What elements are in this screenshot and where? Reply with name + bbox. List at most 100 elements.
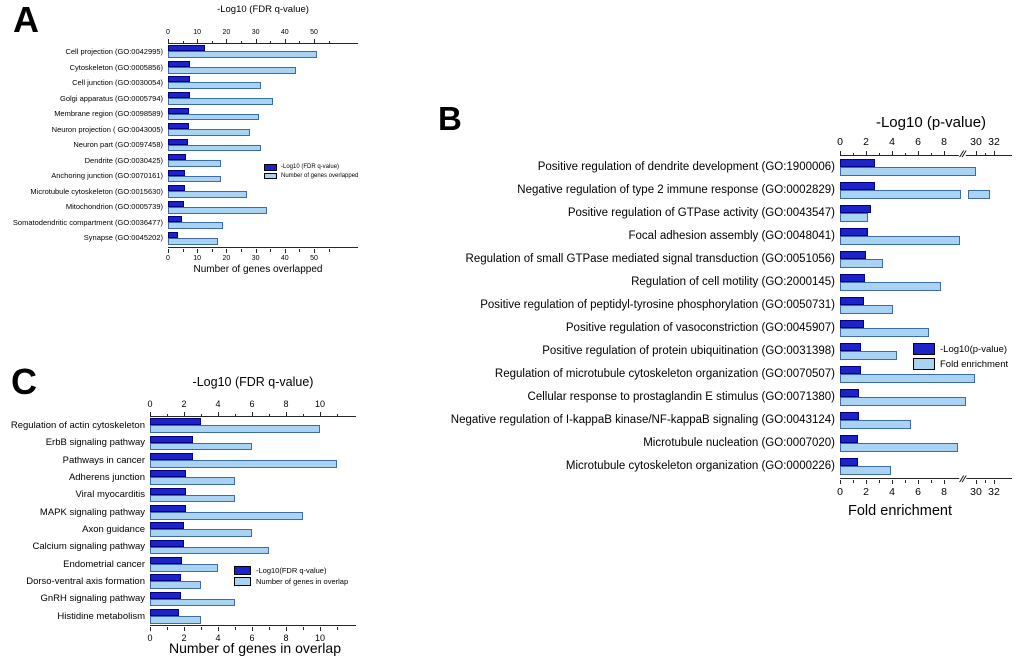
legend-item: -Log10 (FDR q-value) <box>264 164 358 171</box>
bar-light-series <box>840 236 960 246</box>
axis-tick <box>944 151 945 155</box>
category-label: Regulation of microtubule cytoskeleton o… <box>494 368 835 380</box>
axis-tick-label: 8 <box>941 136 947 148</box>
category-label: Positive regulation of vasoconstriction … <box>565 322 835 334</box>
bar-dark-series <box>150 487 186 495</box>
legend-label: -Log10(FDR q-value) <box>256 566 327 575</box>
axis-tick-label: 6 <box>249 633 255 643</box>
axis-tick <box>320 412 321 416</box>
bar-light-series <box>150 616 201 624</box>
bar-light-series <box>168 97 274 105</box>
legend-swatch-light <box>234 577 251 586</box>
axis-tick-label: 6 <box>915 486 921 498</box>
category-label: Positive regulation of dendrite developm… <box>537 161 835 173</box>
chart-row: Dorso-ventral axis formation <box>26 573 390 590</box>
chart-row: Pathways in cancer <box>63 452 390 469</box>
axis-minor-tick <box>270 249 272 252</box>
chart-row: Cell projection (GO:0042995) <box>65 44 418 60</box>
chart-row: Adherens junction <box>69 469 390 486</box>
bar-dark-series <box>150 539 184 547</box>
bar-dark-series <box>150 418 201 426</box>
category-label: ErbB signaling pathway <box>45 437 145 449</box>
axis-minor-tick <box>328 249 330 252</box>
axis-tick-label: 0 <box>166 29 170 36</box>
axis-minor-tick <box>201 413 202 416</box>
legend-item: Number of genes in overlap <box>234 577 348 586</box>
chart-row: Histidine metabolism <box>57 608 390 625</box>
axis-tick-label: 2 <box>863 486 869 498</box>
axis-tick-label: 0 <box>166 255 170 262</box>
axis-tick <box>918 151 919 155</box>
chart-row: Somatodendritic compartment (GO:0036477) <box>13 215 418 231</box>
axis-minor-tick <box>235 627 236 630</box>
category-label: Somatodendritic compartment (GO:0036477) <box>12 217 163 227</box>
category-label: Neuron part (GO:0097458) <box>73 140 163 150</box>
panel-c-legend: -Log10(FDR q-value) Number of genes in o… <box>234 566 348 588</box>
axis-tick <box>226 39 228 43</box>
axis-tick-label: 0 <box>147 633 153 643</box>
bar-dark-series <box>168 91 190 98</box>
axis-minor-tick <box>337 627 338 630</box>
bar-dark-series <box>840 158 875 168</box>
panel-c-plot-area: Regulation of actin cytoskeleton ErbB sig… <box>11 417 390 625</box>
panel-a-top-axis: 0 10 20 30 40 50 <box>166 29 358 44</box>
axis-tick-label: 2 <box>863 136 869 148</box>
bar-dark-series <box>150 470 186 478</box>
legend-swatch-dark <box>913 343 935 355</box>
bar-dark-series <box>168 231 178 238</box>
bar-dark-series <box>168 169 185 176</box>
bar-dark-series <box>150 435 193 443</box>
category-label: GnRH signaling pathway <box>40 593 145 605</box>
axis-tick-label: 2 <box>181 633 187 643</box>
axis-tick <box>284 249 286 253</box>
chart-row: MAPK signaling pathway <box>40 504 390 521</box>
bar-light-series <box>840 305 893 315</box>
legend-swatch-light <box>913 358 935 370</box>
axis-minor-tick <box>905 480 906 483</box>
axis-tick <box>184 627 185 631</box>
bar-light-series <box>840 282 942 292</box>
axis-minor-tick <box>303 413 304 416</box>
axis-tick-label: 20 <box>222 255 231 262</box>
bar-light-series <box>150 598 235 607</box>
panel-c-xaxis-label: Number of genes in overlap <box>169 640 341 656</box>
axis-tick <box>314 249 315 253</box>
axis-tick <box>286 627 287 631</box>
bar-light-series <box>168 113 259 121</box>
panel-a-xaxis-label: Number of genes overlapped <box>193 264 323 275</box>
chart-row: Microtubule cytoskeleton (GO:0015630) <box>30 184 418 200</box>
axis-tick-label: 30 <box>970 486 982 498</box>
axis-minor-tick <box>985 152 986 155</box>
bar-light-series <box>168 222 224 230</box>
chart-row: Membrane region (GO:0098589) <box>54 106 418 122</box>
category-label: Dendrite (GO:0030425) <box>84 155 163 165</box>
chart-row: Anchoring junction (GO:0070161) <box>51 168 418 184</box>
bar-light-series <box>150 546 269 555</box>
axis-tick <box>226 249 228 253</box>
legend-item: -Log10(FDR q-value) <box>234 566 348 575</box>
bar-light-series <box>150 442 252 451</box>
axis-tick <box>976 151 977 155</box>
category-label: Neuron projection ( GO:0043005) <box>51 124 163 134</box>
axis-tick <box>840 480 841 484</box>
category-label: Calcium signaling pathway <box>32 541 145 553</box>
bar-dark-series <box>168 138 188 145</box>
bar-light-series <box>168 175 221 183</box>
axis-tick-label: 2 <box>181 399 187 409</box>
axis-minor-tick <box>299 40 301 43</box>
axis-minor-tick <box>235 413 236 416</box>
axis-tick <box>892 480 893 484</box>
legend-label: -Log10 (FDR q-value) <box>281 164 340 171</box>
bar-light-series <box>168 191 247 199</box>
chart-row: Positive regulation of protein ubiquitin… <box>542 340 1020 363</box>
axis-tick-label: 40 <box>280 29 289 36</box>
axis-tick-label: 6 <box>249 399 255 409</box>
axis-minor-tick <box>167 413 168 416</box>
bar-dark-series <box>840 388 860 398</box>
axis-tick <box>197 249 199 253</box>
category-label: Anchoring junction (GO:0070161) <box>51 171 163 181</box>
bar-dark-series <box>840 296 864 306</box>
axis-tick-label: 4 <box>215 399 221 409</box>
category-label: Cell junction (GO:0030054) <box>72 78 163 88</box>
chart-row: Dendrite (GO:0030425) <box>85 153 418 169</box>
